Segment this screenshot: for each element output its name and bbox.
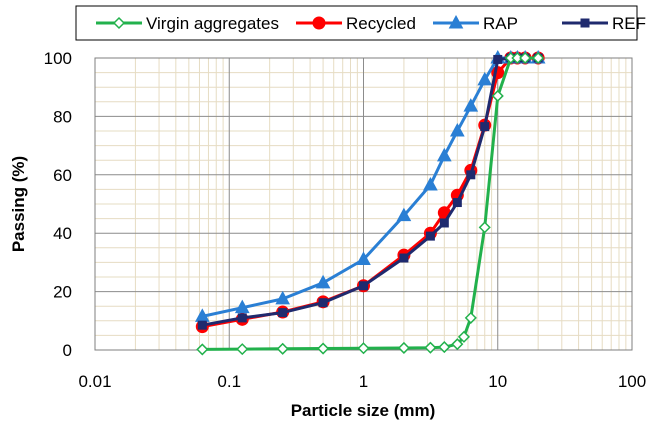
legend-item-rap: RAP — [433, 14, 518, 33]
data-point-virgin-aggregates — [424, 341, 437, 354]
data-point-virgin-aggregates — [276, 342, 289, 355]
data-point-virgin-aggregates — [491, 89, 504, 103]
y-tick-label: 100 — [44, 49, 72, 68]
data-point-rap — [477, 71, 493, 86]
legend-marker-recycled — [312, 16, 326, 30]
data-point-rap — [396, 207, 412, 222]
legend-label-rap: RAP — [483, 14, 518, 33]
data-point-virgin-aggregates — [532, 51, 545, 65]
legend-label-recycled: Recycled — [346, 14, 416, 33]
data-point-virgin-aggregates — [464, 311, 477, 324]
legend-label-virgin-aggregates: Virgin aggregates — [146, 14, 279, 33]
data-point-virgin-aggregates — [519, 51, 532, 65]
legend-item-recycled: Recycled — [296, 14, 416, 33]
data-point-rap — [436, 147, 452, 162]
data-point-rap — [463, 98, 479, 112]
y-tick-label: 80 — [53, 107, 72, 126]
data-point-ref — [452, 198, 462, 208]
data-point-virgin-aggregates — [511, 51, 524, 65]
data-point-ref — [278, 308, 288, 318]
data-point-ref — [480, 122, 490, 132]
x-tick-label: 0.1 — [217, 372, 241, 391]
data-point-ref — [197, 320, 207, 330]
y-axis-title: Passing (%) — [9, 156, 28, 252]
legend-box — [75, 5, 638, 41]
data-point-rap — [449, 122, 465, 137]
x-tick-label: 10 — [488, 372, 507, 391]
data-point-ref — [237, 313, 247, 323]
series-layer — [194, 49, 546, 356]
data-point-ref — [493, 54, 503, 64]
data-point-ref — [439, 218, 449, 228]
legend-marker-ref — [580, 18, 590, 28]
data-point-virgin-aggregates — [457, 330, 471, 343]
y-tick-label: 60 — [53, 166, 72, 185]
data-point-rap — [356, 251, 371, 265]
y-tick-label: 0 — [63, 341, 72, 360]
data-point-ref — [318, 298, 328, 308]
x-tick-label: 0.01 — [78, 372, 111, 391]
legend-item-virgin-aggregates: Virgin aggregates — [96, 14, 279, 33]
legend-label-ref: REF — [612, 14, 646, 33]
data-point-virgin-aggregates — [196, 343, 209, 356]
legend: Virgin aggregates Recycled RAP REF — [96, 14, 646, 33]
data-point-ref — [359, 281, 368, 291]
data-point-ref — [466, 170, 476, 180]
legend-marker-rap — [448, 14, 464, 29]
data-point-rap — [234, 299, 250, 314]
data-point-rap — [423, 176, 438, 191]
data-point-virgin-aggregates — [357, 342, 370, 355]
tick-labels: 0.01 0.1 1 10 100 0 20 40 60 80 100 — [44, 49, 647, 391]
data-point-virgin-aggregates — [451, 338, 464, 351]
data-point-virgin-aggregates — [438, 341, 451, 354]
data-point-virgin-aggregates — [478, 221, 491, 234]
data-point-ref — [399, 253, 409, 263]
data-point-virgin-aggregates — [236, 343, 249, 356]
data-point-ref — [425, 231, 435, 241]
legend-marker-virgin-aggregates — [112, 16, 126, 30]
data-point-rap — [275, 290, 291, 305]
data-point-rap — [315, 274, 331, 289]
legend-item-ref: REF — [562, 14, 646, 33]
data-point-virgin-aggregates — [397, 341, 410, 355]
x-tick-label: 100 — [618, 372, 646, 391]
minor-gridlines — [95, 58, 632, 350]
y-tick-label: 20 — [53, 283, 72, 302]
y-tick-label: 40 — [53, 224, 72, 243]
x-tick-label: 1 — [359, 372, 368, 391]
data-point-virgin-aggregates — [317, 342, 330, 355]
x-axis-title: Particle size (mm) — [291, 401, 436, 420]
series-virgin-aggregates — [196, 51, 545, 356]
